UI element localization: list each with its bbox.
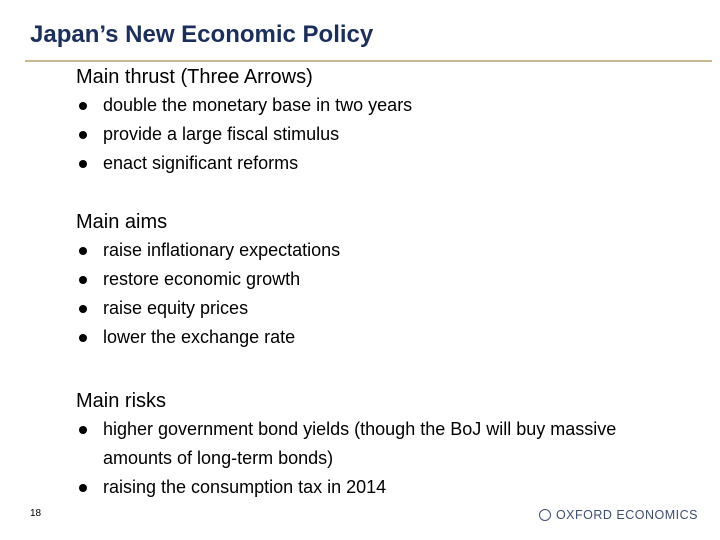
section: Main aims raise inflationary expectations… xyxy=(76,208,676,352)
section: Main risks higher government bond yields … xyxy=(76,387,676,502)
slide-title: Japan’s New Economic Policy xyxy=(30,21,374,48)
bullet xyxy=(79,102,87,110)
bullet-text: enact significant reforms xyxy=(103,153,299,173)
bullet-text: double the monetary base in two years xyxy=(103,95,413,115)
bullet xyxy=(79,276,87,284)
bullet xyxy=(79,160,87,168)
bullet-item: raise equity prices xyxy=(76,294,643,323)
bullet-text: higher government bond yields (though th… xyxy=(103,419,617,468)
bullet-item: higher government bond yields (though th… xyxy=(76,415,643,473)
section-heading: Main thrust (Three Arrows) xyxy=(76,66,313,88)
bullet xyxy=(79,131,87,139)
bullet-item: lower the exchange rate xyxy=(76,323,643,352)
bullet-item: enact significant reforms xyxy=(76,149,643,178)
bullet-text: raise equity prices xyxy=(103,298,249,318)
logo: OXFORD ECONOMICS xyxy=(538,508,698,522)
section-heading: Main risks xyxy=(76,390,167,412)
bullet xyxy=(79,334,87,342)
logo-icon xyxy=(538,509,551,521)
page-number: 18 xyxy=(30,508,42,519)
bullet xyxy=(79,484,87,492)
bullet xyxy=(79,305,87,313)
section: Main thrust (Three Arrows) double the mon… xyxy=(76,63,676,178)
bullet xyxy=(79,426,87,434)
bullet-item: raise inflationary expectations xyxy=(76,236,643,265)
bullet-text: raise inflationary expectations xyxy=(103,240,341,260)
bullet-text: restore economic growth xyxy=(103,269,301,289)
bullet-text: provide a large fiscal stimulus xyxy=(103,124,340,144)
section-heading: Main aims xyxy=(76,211,168,233)
bullet xyxy=(79,247,87,255)
bullet-item: restore economic growth xyxy=(76,265,643,294)
bullet-text: lower the exchange rate xyxy=(103,327,296,347)
bullet-text: raising the consumption tax in 2014 xyxy=(103,477,387,497)
title-rule xyxy=(25,60,712,62)
bullet-item: raising the consumption tax in 2014 xyxy=(76,473,643,502)
logo-text: OXFORD ECONOMICS xyxy=(555,508,698,522)
bullet-item: double the monetary base in two years xyxy=(76,91,643,120)
bullet-item: provide a large fiscal stimulus xyxy=(76,120,643,149)
